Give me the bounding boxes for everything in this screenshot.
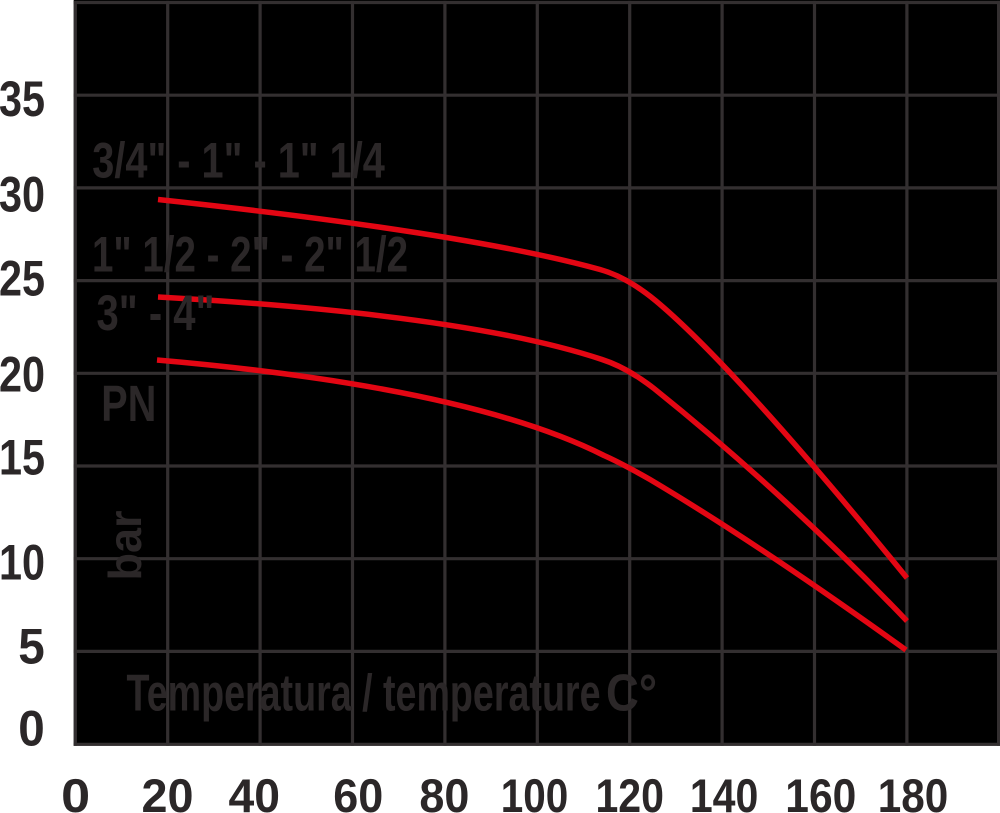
svg-text:1" 1/2 - 2" - 2" 1/2: 1" 1/2 - 2" - 2" 1/2	[92, 227, 408, 283]
svg-text:30: 30	[0, 167, 45, 223]
svg-text:C°: C°	[606, 665, 657, 723]
svg-text:5: 5	[18, 619, 45, 675]
svg-text:160: 160	[785, 769, 856, 813]
svg-text:0: 0	[61, 769, 90, 813]
svg-text:60: 60	[333, 769, 383, 813]
svg-text:140: 140	[690, 769, 759, 813]
svg-text:20: 20	[142, 769, 194, 813]
svg-text:10: 10	[0, 535, 45, 591]
svg-text:100: 100	[501, 769, 569, 813]
svg-text:3/4" - 1" - 1" 1/4: 3/4" - 1" - 1" 1/4	[92, 133, 385, 189]
svg-text:15: 15	[0, 430, 45, 486]
svg-text:3" - 4": 3" - 4"	[97, 285, 215, 341]
svg-text:0: 0	[18, 701, 45, 757]
svg-text:35: 35	[0, 71, 45, 127]
svg-text:120: 120	[595, 769, 664, 813]
svg-text:40: 40	[229, 769, 281, 813]
svg-text:180: 180	[878, 769, 949, 813]
svg-text:Temperatura / temperature: Temperatura / temperature	[127, 665, 601, 723]
svg-text:bar: bar	[99, 510, 151, 580]
svg-text:20: 20	[0, 347, 45, 403]
svg-text:80: 80	[419, 769, 469, 813]
svg-text:PN: PN	[101, 375, 156, 432]
svg-text:25: 25	[0, 251, 45, 307]
